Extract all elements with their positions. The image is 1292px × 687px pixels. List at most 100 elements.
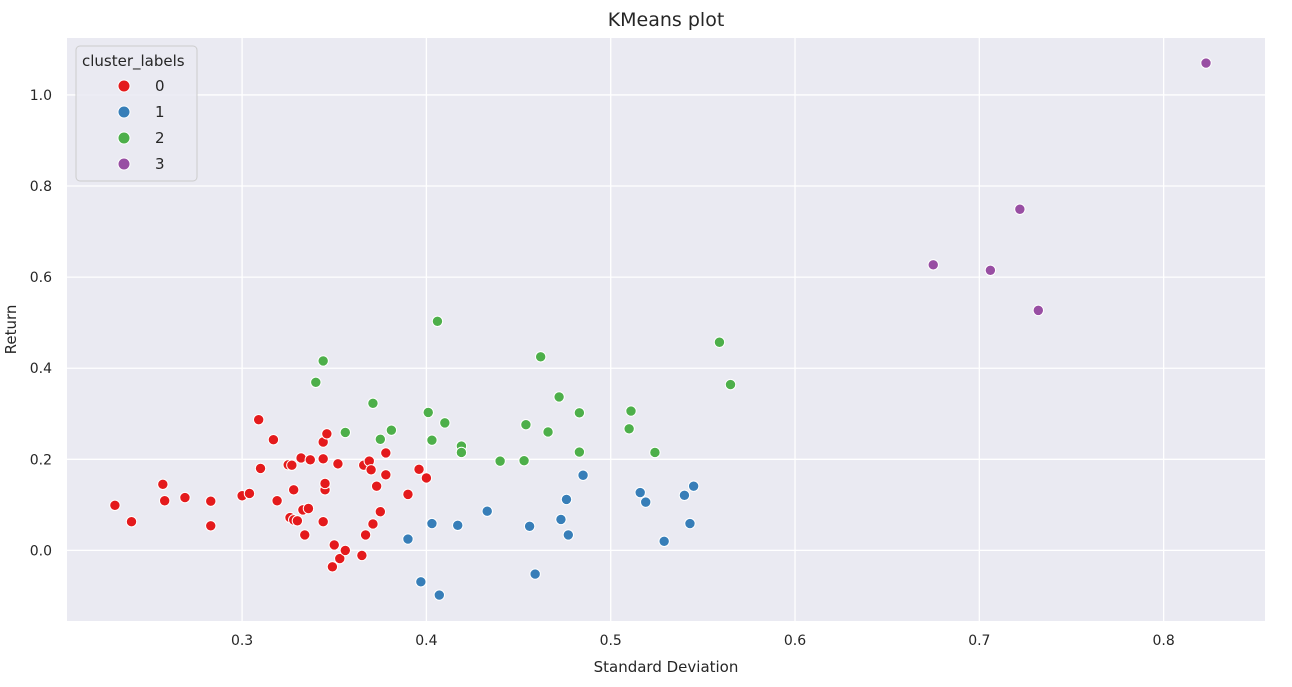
x-tick-label: 0.3 — [231, 633, 253, 649]
x-tick-label: 0.4 — [415, 633, 437, 649]
legend-item: 2 — [117, 129, 165, 147]
series-2 — [310, 315, 737, 467]
data-point — [380, 469, 392, 481]
legend-box — [75, 45, 198, 182]
data-point — [243, 487, 256, 500]
data-point — [109, 499, 121, 512]
data-point — [304, 454, 316, 466]
data-point — [623, 423, 635, 435]
series-0 — [109, 413, 433, 573]
data-point — [158, 495, 171, 507]
data-point — [433, 589, 446, 601]
legend-item: 1 — [117, 103, 165, 121]
legend-label: 3 — [155, 155, 165, 173]
legend-marker — [117, 157, 131, 171]
legend-marker — [117, 131, 131, 145]
data-point — [431, 315, 444, 328]
data-point — [529, 568, 541, 580]
data-point — [339, 426, 352, 439]
data-point — [334, 552, 346, 565]
data-point — [179, 491, 191, 504]
data-point — [649, 446, 661, 459]
legend-title: cluster_labels — [82, 52, 185, 71]
data-point — [534, 351, 547, 363]
data-point — [927, 259, 939, 271]
data-point — [413, 463, 425, 476]
series-1 — [402, 469, 700, 601]
tick-labels: 0.3 0.4 0.5 0.6 0.7 0.8 0.0 0.2 0.4 0.6 0.8 1.0 — [30, 88, 1175, 649]
data-point — [326, 561, 339, 573]
legend-label: 2 — [155, 129, 165, 147]
data-point — [640, 496, 652, 508]
data-point — [560, 493, 573, 506]
data-point — [374, 433, 387, 445]
y-tick-label: 0.8 — [30, 179, 52, 195]
data-point — [271, 495, 283, 507]
data-point — [332, 458, 344, 470]
chart-title: KMeans plot — [608, 9, 725, 31]
data-point — [420, 472, 433, 484]
x-tick-label: 0.8 — [1152, 633, 1174, 649]
y-tick-label: 0.4 — [30, 361, 52, 377]
y-tick-label: 0.2 — [30, 452, 52, 468]
data-point — [542, 426, 554, 438]
plot-area — [67, 38, 1265, 621]
data-point — [380, 447, 392, 459]
legend-marker — [117, 79, 131, 93]
data-point — [385, 424, 398, 436]
x-tick-label: 0.6 — [784, 633, 806, 649]
data-point — [365, 464, 377, 476]
data-point — [367, 518, 379, 530]
data-point — [426, 517, 438, 530]
data-point — [319, 477, 331, 490]
data-point — [359, 529, 372, 541]
data-point — [577, 469, 589, 481]
data-point — [658, 535, 670, 547]
data-point — [286, 459, 298, 471]
x-tick-label: 0.7 — [968, 633, 990, 649]
data-point — [291, 515, 304, 527]
data-points — [109, 57, 1212, 601]
data-point — [625, 405, 637, 417]
data-point — [634, 486, 646, 499]
data-point — [317, 355, 329, 367]
data-point — [573, 407, 586, 419]
legend-items: 0 1 2 3 — [117, 77, 165, 173]
data-point — [267, 434, 280, 446]
y-tick-label: 1.0 — [30, 88, 52, 104]
data-point — [684, 517, 696, 530]
data-point — [254, 462, 267, 475]
data-point — [402, 533, 414, 545]
data-point — [422, 406, 434, 419]
legend-item: 3 — [117, 155, 165, 173]
data-point — [317, 516, 329, 528]
legend: cluster_labels 0 1 2 3 — [75, 45, 198, 182]
data-point — [310, 376, 322, 389]
data-point — [520, 418, 532, 431]
data-point — [374, 505, 387, 518]
data-point — [356, 549, 368, 562]
data-point — [415, 576, 427, 588]
data-point — [205, 520, 217, 532]
data-point — [494, 455, 506, 467]
data-point — [452, 519, 464, 532]
data-point — [287, 484, 300, 496]
legend-item: 0 — [117, 77, 165, 95]
data-point — [678, 489, 691, 501]
data-point — [724, 378, 737, 391]
data-point — [713, 336, 726, 348]
data-point — [302, 502, 315, 515]
data-point — [317, 453, 329, 465]
data-point — [555, 513, 567, 526]
data-point — [367, 397, 379, 409]
data-point — [1032, 304, 1045, 317]
data-point — [252, 413, 265, 426]
data-point — [1200, 57, 1212, 69]
data-point — [339, 544, 352, 557]
data-point — [1014, 203, 1026, 215]
grid — [67, 38, 1265, 621]
data-point — [205, 495, 217, 507]
data-point — [562, 529, 575, 541]
